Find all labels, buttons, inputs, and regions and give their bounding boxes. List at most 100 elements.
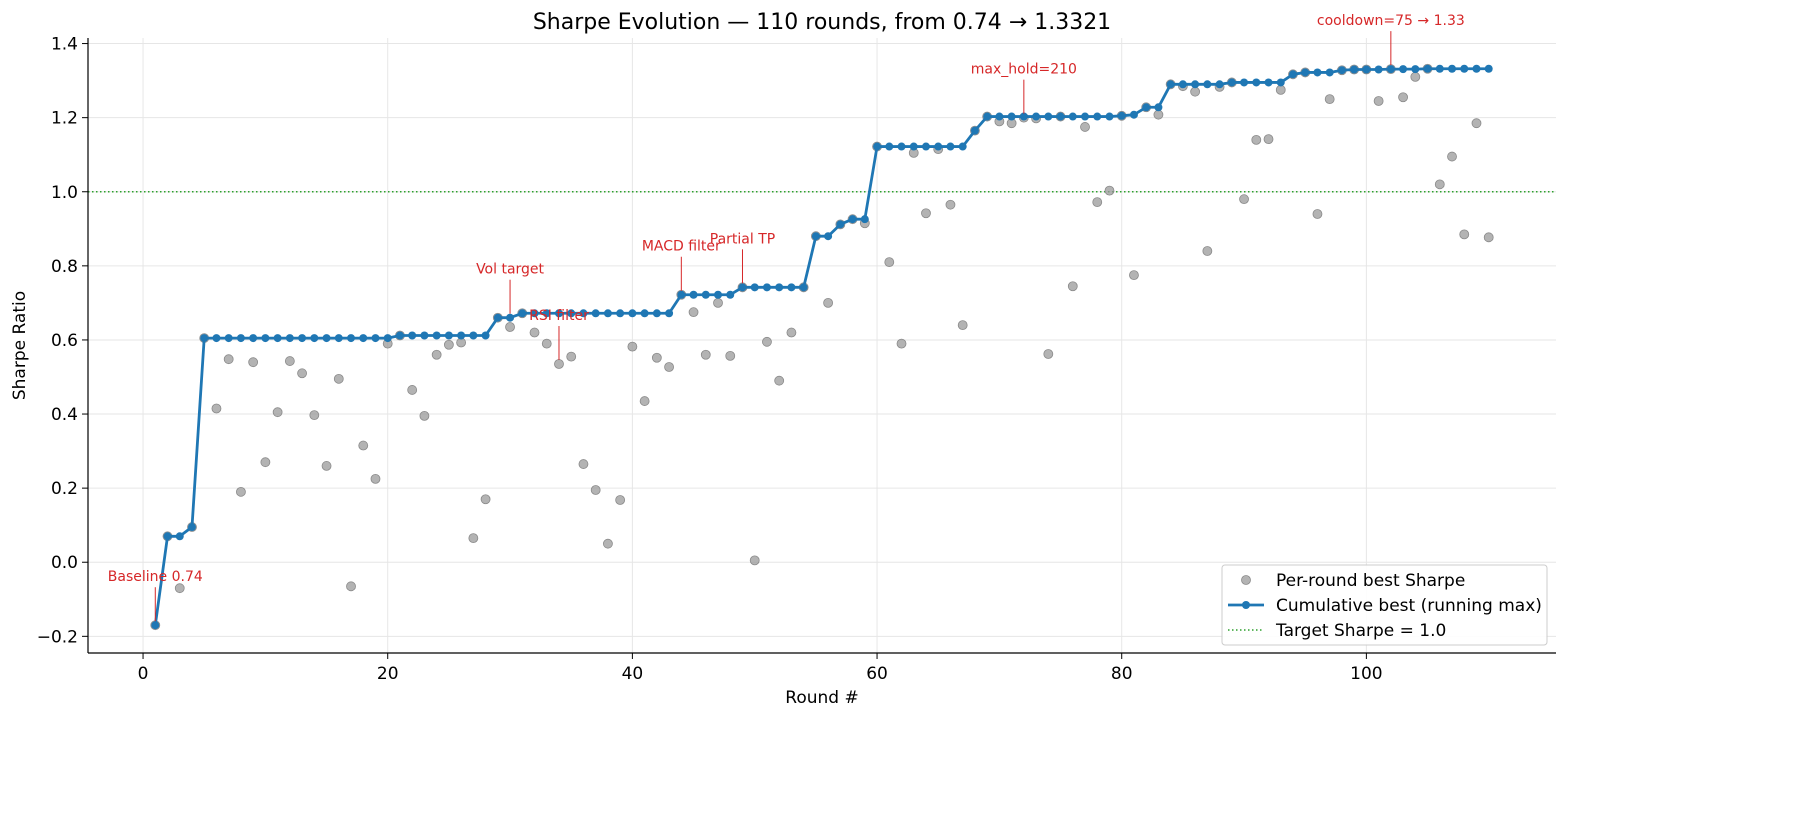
scatter-point <box>358 440 369 451</box>
scatter-point <box>823 297 834 308</box>
scatter-point <box>1092 197 1103 208</box>
scatter-point <box>786 327 797 338</box>
scatter-point <box>1459 229 1470 240</box>
cumulative-point <box>444 331 453 340</box>
cumulative-point <box>824 232 833 241</box>
scatter-point <box>1153 109 1164 120</box>
cumulative-point <box>885 142 894 151</box>
cumulative-point <box>762 283 771 292</box>
axes: 0 20 40 60 80 100 −0.2 0.0 0.2 0.4 0.6 0.8 1.0 1.2 1.4 <box>37 35 1556 684</box>
y-tick-label: 0.8 <box>51 257 78 277</box>
annotation-label: cooldown=75 → 1.33 <box>1317 13 1465 29</box>
cumulative-point <box>395 331 404 340</box>
scatter-point <box>603 538 613 549</box>
cumulative-point <box>567 309 576 318</box>
scatter-point <box>541 338 552 349</box>
cumulative-point <box>1374 65 1383 74</box>
x-tick-label: 40 <box>622 664 644 684</box>
scatter-point <box>700 349 711 360</box>
cumulative-point <box>640 309 649 318</box>
x-tick-label: 0 <box>138 664 149 684</box>
scatter-point <box>211 403 222 414</box>
scatter-point <box>1202 246 1213 256</box>
scatter-point <box>1324 94 1335 105</box>
cumulative-point <box>506 313 515 322</box>
cumulative-point <box>811 232 820 241</box>
cumulative-point <box>1264 78 1273 87</box>
scatter-point <box>1434 179 1445 190</box>
scatter-point <box>1190 86 1201 97</box>
cumulative-point <box>432 331 441 340</box>
cumulative-point <box>1032 112 1041 121</box>
cumulative-point <box>1472 64 1481 73</box>
cumulative-series <box>151 64 1493 630</box>
cumulative-point <box>1313 68 1322 77</box>
legend-marker-scatter <box>1241 575 1251 585</box>
legend[interactable]: Per-round best Sharpe Cumulative best (ru… <box>1221 564 1548 646</box>
cumulative-point <box>1484 64 1493 73</box>
cumulative-point <box>921 142 930 151</box>
cumulative-point <box>909 142 918 151</box>
cumulative-point <box>236 334 245 343</box>
cumulative-point <box>518 309 527 318</box>
cumulative-point <box>163 532 172 541</box>
cumulative-point <box>1252 78 1261 87</box>
cumulative-point <box>970 126 979 135</box>
cumulative-point <box>334 334 343 343</box>
scatter-point <box>407 385 418 395</box>
scatter-point <box>945 199 956 210</box>
cumulative-point <box>1129 110 1138 119</box>
cumulative-point <box>1276 78 1285 87</box>
y-tick-label: 0.4 <box>51 405 78 425</box>
cumulative-point <box>1044 112 1053 121</box>
scatter-point <box>321 461 332 471</box>
cumulative-point <box>775 283 784 292</box>
y-tick-label: 1.2 <box>51 109 78 129</box>
cumulative-point <box>1117 111 1126 120</box>
scatter-point <box>248 357 259 368</box>
cumulative-point <box>249 334 258 343</box>
cumulative-point <box>1068 112 1077 121</box>
scatter-point <box>346 581 356 592</box>
scatter-point <box>1251 134 1262 145</box>
scatter-point <box>615 495 626 505</box>
cumulative-point <box>1007 112 1016 121</box>
scatter-point <box>223 354 234 365</box>
annotation-label: Vol target <box>476 262 544 278</box>
scatter-point <box>370 473 381 484</box>
scatter-point <box>174 583 185 594</box>
scatter-point <box>749 555 760 566</box>
cumulative-point <box>750 283 759 292</box>
scatter-point <box>725 350 736 361</box>
cumulative-point <box>738 283 747 292</box>
cumulative-point <box>1301 68 1310 77</box>
cumulative-point <box>665 309 674 318</box>
legend-box <box>1221 564 1548 646</box>
x-tick-label: 20 <box>377 664 399 684</box>
cumulative-point <box>897 142 906 151</box>
cumulative-point <box>1362 65 1371 74</box>
scatter-point <box>566 351 577 362</box>
cumulative-point <box>726 290 735 299</box>
legend-label: Cumulative best (running max) <box>1276 596 1542 616</box>
cumulative-point <box>1460 64 1469 73</box>
x-tick-label: 80 <box>1111 664 1133 684</box>
cumulative-point <box>1166 80 1175 89</box>
scatter-point <box>1067 281 1078 292</box>
grid <box>88 38 1556 653</box>
cumulative-point <box>799 283 808 292</box>
scatter-point <box>1104 185 1115 196</box>
scatter-point <box>1471 118 1482 129</box>
cumulative-point <box>481 331 490 340</box>
y-tick-label: 1.0 <box>51 183 78 203</box>
scatter-point <box>1447 151 1457 162</box>
scatter-point <box>664 362 674 372</box>
cumulative-point <box>1288 70 1297 79</box>
legend-marker-point <box>1242 601 1250 609</box>
scatter-point <box>590 485 601 495</box>
cumulative-point <box>1203 80 1212 89</box>
x-axis-label: Round # <box>785 688 858 708</box>
cumulative-point <box>848 215 857 224</box>
legend-label: Target Sharpe = 1.0 <box>1275 621 1446 641</box>
y-tick-label: 0.2 <box>51 479 78 499</box>
